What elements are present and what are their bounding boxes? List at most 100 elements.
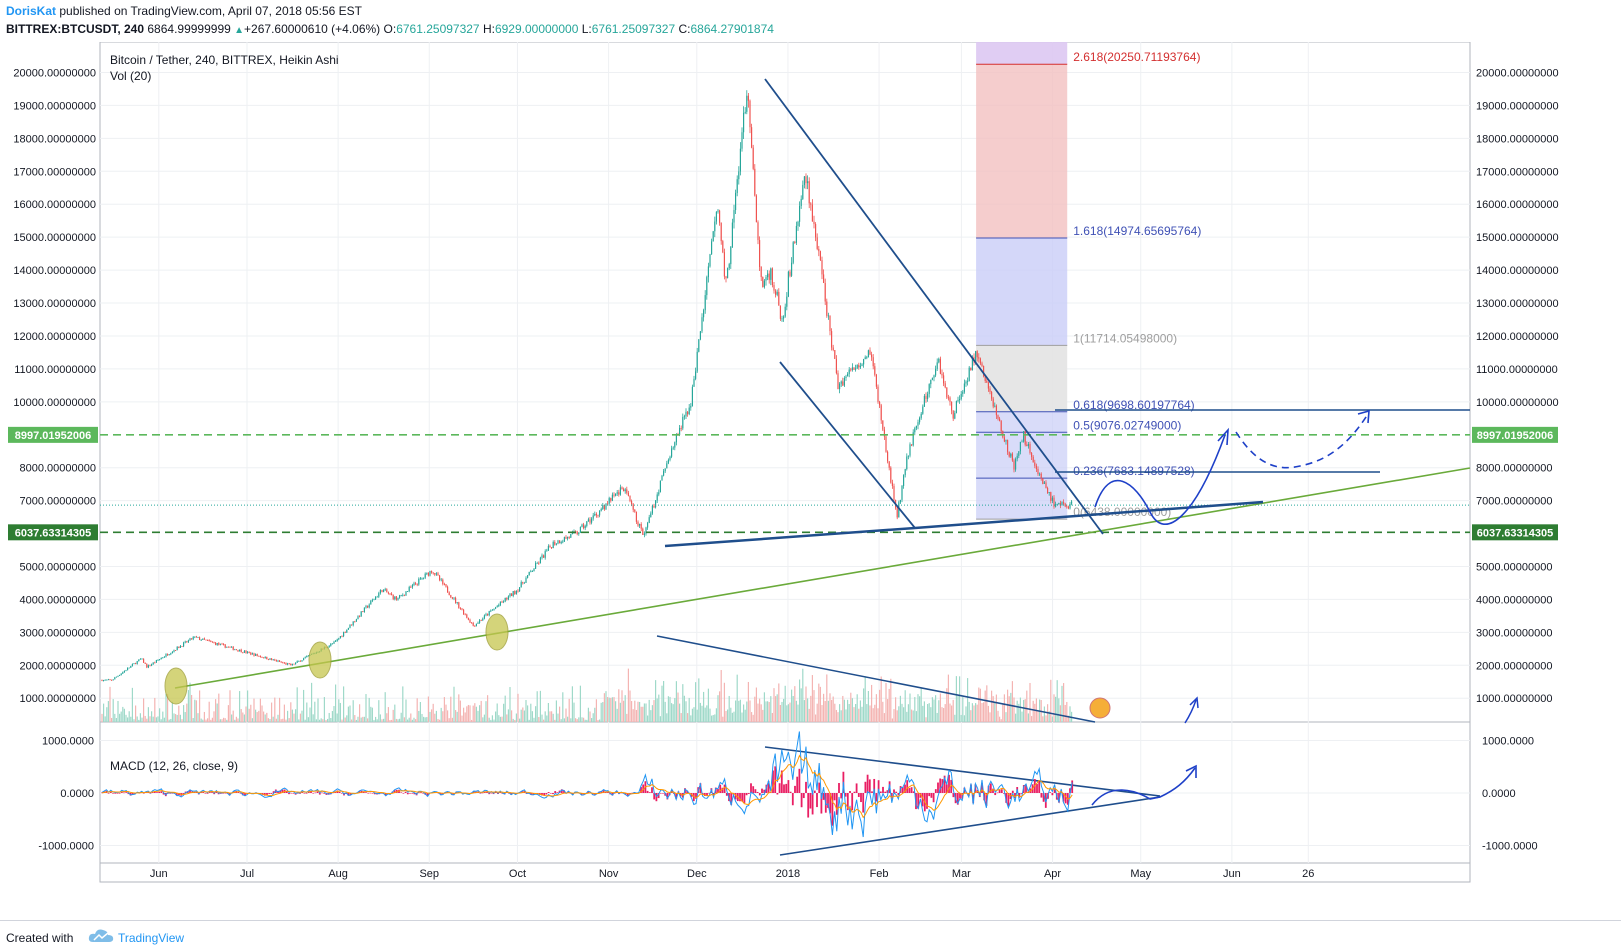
volume-bar bbox=[805, 686, 807, 722]
low-label: L: bbox=[581, 22, 592, 36]
volume-bar bbox=[611, 697, 613, 722]
volume-bar bbox=[426, 717, 428, 722]
volume-bar bbox=[879, 689, 881, 722]
candle-body bbox=[899, 499, 901, 503]
candle-body bbox=[477, 622, 479, 624]
volume-bar bbox=[568, 698, 570, 722]
candle-body bbox=[765, 277, 767, 281]
macd-histogram-bar bbox=[985, 793, 988, 806]
volume-bar bbox=[309, 707, 311, 722]
volume-bar bbox=[120, 711, 122, 722]
candle-body bbox=[419, 578, 421, 580]
candle-body bbox=[341, 636, 343, 637]
volume-bar bbox=[559, 706, 561, 722]
volume-bar bbox=[720, 670, 722, 722]
candle-body bbox=[114, 677, 116, 680]
price-chart[interactable]: 2.618(20250.71193764)1.618(14974.6569576… bbox=[0, 42, 1621, 918]
candle-body bbox=[757, 222, 759, 241]
volume-bar bbox=[759, 698, 761, 722]
candle-body bbox=[234, 649, 236, 651]
candle-body bbox=[791, 262, 793, 276]
candle-body bbox=[1066, 506, 1068, 508]
macd-histogram-bar bbox=[1049, 792, 1052, 793]
volume-bar bbox=[117, 700, 119, 722]
candle-body bbox=[906, 456, 908, 470]
candle-body bbox=[125, 670, 127, 672]
macd-histogram-bar bbox=[158, 791, 161, 793]
candle-body bbox=[987, 382, 989, 389]
candle-body bbox=[195, 636, 197, 638]
candle-body bbox=[288, 663, 290, 665]
volume-bar bbox=[707, 688, 709, 722]
macd-histogram-bar bbox=[886, 790, 889, 793]
volume-bar bbox=[347, 706, 349, 722]
macd-histogram-bar bbox=[811, 793, 814, 815]
macd-histogram-bar bbox=[323, 793, 326, 794]
volume-bar bbox=[605, 691, 607, 722]
volume-bar bbox=[698, 678, 700, 722]
volume-bar bbox=[906, 711, 908, 722]
candle-body bbox=[535, 563, 537, 569]
macd-histogram-bar bbox=[290, 792, 293, 794]
volume-bar bbox=[584, 719, 586, 722]
candle-body bbox=[717, 210, 719, 212]
candle-body bbox=[759, 240, 761, 267]
macd-histogram-bar bbox=[934, 789, 937, 793]
volume-bar bbox=[800, 688, 802, 722]
candle-body bbox=[247, 651, 249, 653]
tradingview-link[interactable]: TradingView bbox=[118, 931, 185, 945]
macd-histogram-bar bbox=[532, 793, 535, 795]
candle-body bbox=[690, 406, 692, 408]
volume-bar bbox=[397, 719, 399, 722]
horizontal-level-label-right: 6037.63314305 bbox=[1477, 527, 1553, 539]
volume-bar bbox=[375, 716, 377, 722]
volume-bar bbox=[541, 714, 543, 722]
candle-body bbox=[615, 493, 617, 496]
volume-bar bbox=[847, 699, 849, 722]
candle-body bbox=[119, 675, 121, 676]
grid bbox=[99, 42, 1471, 883]
candle-body bbox=[165, 654, 167, 657]
open-label: O: bbox=[383, 22, 397, 36]
volume-bar bbox=[527, 705, 529, 722]
volume-bar bbox=[535, 706, 537, 722]
volume-downtrend-line bbox=[656, 635, 1096, 723]
candle-body bbox=[1029, 443, 1031, 453]
candle-body bbox=[144, 662, 146, 664]
candle-body bbox=[160, 658, 162, 660]
volume-bar bbox=[216, 703, 218, 722]
candle-body bbox=[1040, 473, 1042, 479]
volume-bar bbox=[303, 689, 305, 722]
highlight-ellipse-icon bbox=[485, 613, 509, 651]
volume-bar bbox=[583, 717, 585, 722]
candle-body bbox=[146, 663, 148, 668]
volume-bar bbox=[799, 679, 801, 722]
macd-histogram-bar bbox=[822, 793, 825, 800]
candle-body bbox=[139, 658, 141, 660]
candle-body bbox=[519, 587, 521, 592]
candle-body bbox=[1037, 469, 1039, 475]
candle-body bbox=[435, 573, 437, 575]
candle-body bbox=[384, 589, 386, 591]
volume-bar bbox=[151, 711, 153, 722]
author-link[interactable]: DorisKat bbox=[6, 4, 57, 18]
volume-bar bbox=[578, 717, 580, 722]
macd-pane bbox=[101, 731, 1197, 838]
volume-bar bbox=[701, 705, 703, 722]
candle-body bbox=[743, 112, 745, 133]
candle-body bbox=[600, 508, 602, 511]
volume-bar bbox=[685, 701, 687, 722]
candle-body bbox=[491, 609, 493, 611]
candle-body bbox=[216, 643, 218, 645]
symbol-label[interactable]: BITTREX:BTCUSDT, 240 bbox=[6, 22, 145, 36]
macd-histogram-bar bbox=[763, 789, 766, 793]
candle-body bbox=[792, 242, 794, 263]
volume-bar bbox=[519, 718, 521, 722]
candle-body bbox=[1048, 492, 1050, 493]
volume-bar bbox=[103, 703, 105, 722]
volume-bar bbox=[635, 709, 637, 722]
macd-histogram-bar bbox=[358, 791, 361, 793]
candle-body bbox=[442, 579, 444, 585]
volume-bar bbox=[400, 712, 402, 722]
candle-body bbox=[882, 420, 884, 430]
